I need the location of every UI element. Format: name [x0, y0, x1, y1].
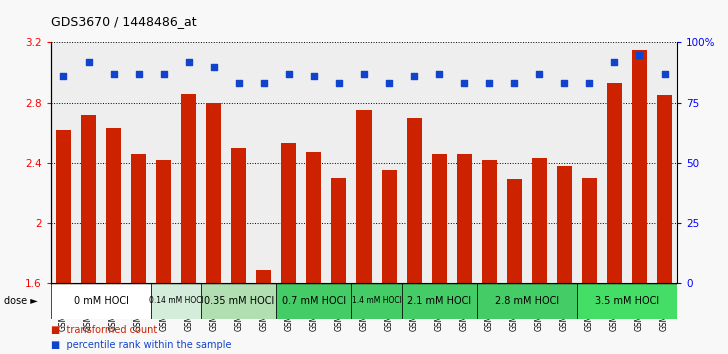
Bar [156, 160, 171, 283]
Text: dose ►: dose ► [4, 296, 37, 306]
Bar [432, 154, 447, 283]
Point [308, 73, 320, 79]
Bar [582, 178, 597, 283]
Bar [256, 270, 272, 283]
Text: 2.1 mM HOCl: 2.1 mM HOCl [407, 296, 471, 306]
Point [83, 59, 95, 64]
Bar [632, 50, 647, 283]
Bar [201, 283, 277, 319]
Point [58, 73, 69, 79]
Text: 0 mM HOCl: 0 mM HOCl [74, 296, 128, 306]
Bar [482, 160, 496, 283]
Bar [557, 166, 572, 283]
Point [283, 71, 295, 76]
Text: 0.35 mM HOCl: 0.35 mM HOCl [204, 296, 274, 306]
Text: 3.5 mM HOCl: 3.5 mM HOCl [595, 296, 659, 306]
Text: ■  transformed count: ■ transformed count [51, 325, 157, 335]
Bar [456, 154, 472, 283]
Bar [151, 283, 201, 319]
Bar [131, 154, 146, 283]
Bar [56, 130, 71, 283]
Bar [106, 128, 121, 283]
Point [508, 81, 520, 86]
Bar [206, 103, 221, 283]
Bar [406, 118, 422, 283]
Text: ■  percentile rank within the sample: ■ percentile rank within the sample [51, 341, 232, 350]
Bar [507, 179, 522, 283]
Point [158, 71, 170, 76]
Bar [357, 110, 371, 283]
Point [659, 71, 670, 76]
Point [459, 81, 470, 86]
Bar [281, 143, 296, 283]
Bar [181, 94, 197, 283]
Bar [51, 283, 151, 319]
Bar [381, 170, 397, 283]
Point [433, 71, 445, 76]
Text: GDS3670 / 1448486_at: GDS3670 / 1448486_at [51, 15, 197, 28]
Bar [232, 148, 246, 283]
Bar [81, 115, 96, 283]
Point [208, 64, 220, 69]
Point [358, 71, 370, 76]
Bar [531, 158, 547, 283]
Bar [477, 283, 577, 319]
Point [233, 81, 245, 86]
Bar [352, 283, 402, 319]
Bar [402, 283, 477, 319]
Point [132, 71, 144, 76]
Text: 0.7 mM HOCl: 0.7 mM HOCl [282, 296, 346, 306]
Point [584, 81, 596, 86]
Bar [306, 152, 322, 283]
Bar [657, 95, 672, 283]
Point [483, 81, 495, 86]
Point [408, 73, 420, 79]
Bar [607, 83, 622, 283]
Point [633, 52, 645, 57]
Text: 2.8 mM HOCl: 2.8 mM HOCl [495, 296, 559, 306]
Bar [577, 283, 677, 319]
Bar [277, 283, 352, 319]
Point [258, 81, 269, 86]
Point [383, 81, 395, 86]
Point [609, 59, 620, 64]
Text: 1.4 mM HOCl: 1.4 mM HOCl [352, 296, 401, 306]
Point [183, 59, 194, 64]
Point [558, 81, 570, 86]
Point [108, 71, 119, 76]
Text: 0.14 mM HOCl: 0.14 mM HOCl [149, 296, 204, 306]
Point [333, 81, 345, 86]
Point [534, 71, 545, 76]
Bar [331, 178, 347, 283]
